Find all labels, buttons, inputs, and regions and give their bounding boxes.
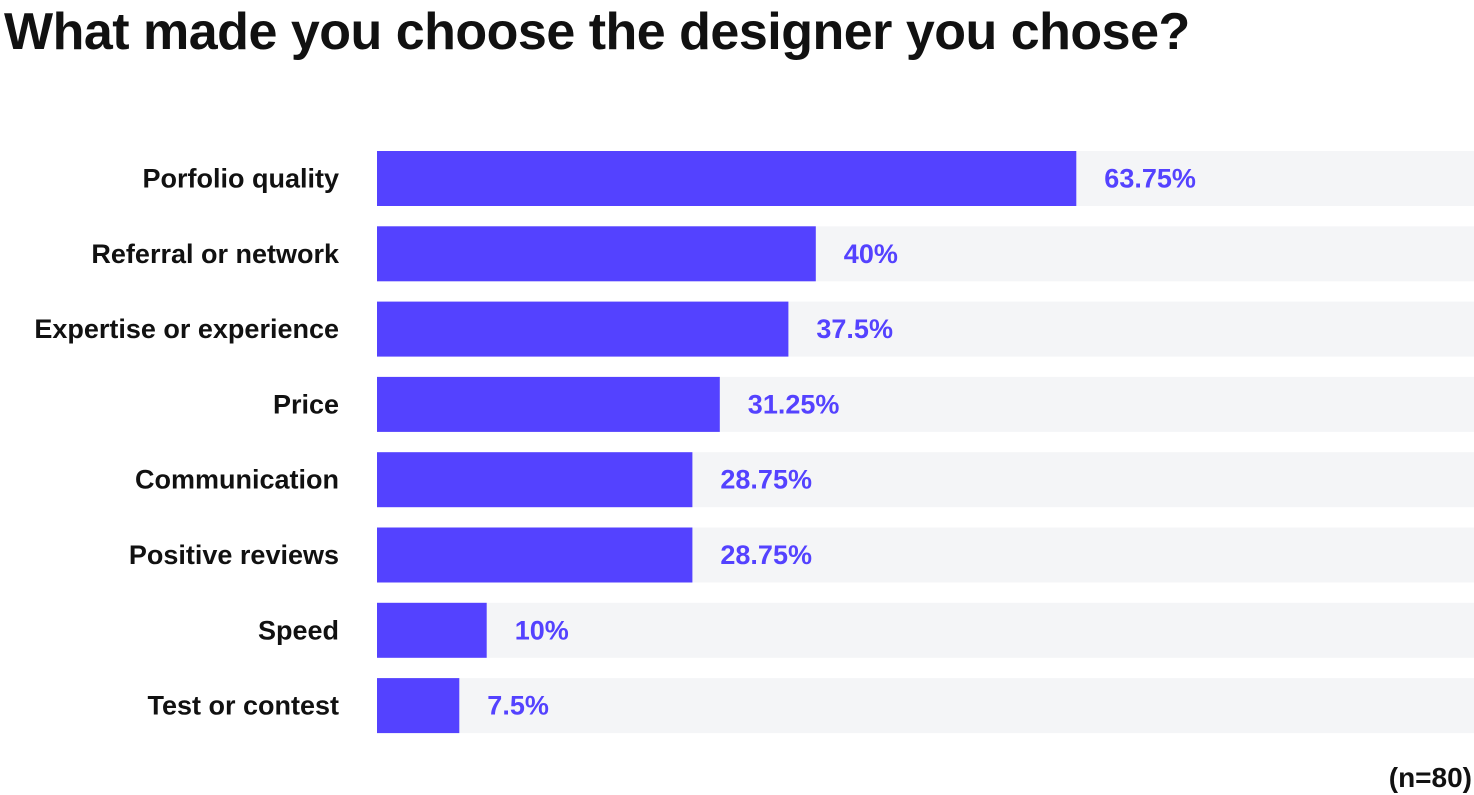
bar [377,226,816,282]
value-label: 37.5% [816,314,893,344]
category-label: Communication [135,465,339,495]
bar [377,376,720,432]
value-label: 10% [515,615,569,645]
category-label: Speed [258,615,339,645]
category-label: Porfolio quality [142,164,339,194]
category-label: Positive reviews [129,540,339,570]
bar [377,301,789,357]
category-label: Test or contest [147,691,339,721]
sample-size-note: (n=80) [1388,762,1472,793]
bar [377,452,693,508]
value-label: 28.75% [720,540,812,570]
bar [377,151,1077,206]
bar [377,527,693,583]
chart-title: What made you choose the designer you ch… [4,3,1190,61]
category-label: Referral or network [91,239,340,269]
bar [377,602,487,658]
value-label: 7.5% [487,691,549,721]
value-label: 63.75% [1104,164,1196,194]
bar-track [377,602,1474,658]
bar-track [377,678,1474,734]
value-label: 40% [844,239,898,269]
value-label: 31.25% [748,389,840,419]
value-label: 28.75% [720,465,812,495]
category-label: Expertise or experience [34,314,339,344]
category-label: Price [273,389,339,419]
bar [377,678,460,734]
